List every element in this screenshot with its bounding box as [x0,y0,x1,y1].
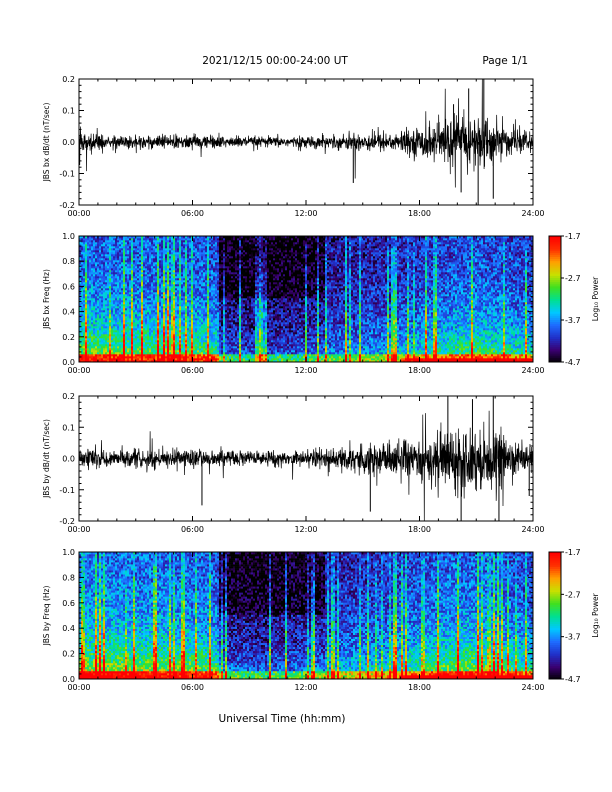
bx-colorbar: -1.7 -2.7 -3.7 -4.7 [549,232,581,367]
bx-dbdt-panel: 00:00 06:00 12:00 18:00 24:00 -0.2 -0.1 0.0 0.1 0… [42,75,545,218]
bx-dbdt-trace [79,79,533,205]
colorbar-tick-label: -3.7 [565,633,581,642]
y-tick-label: -0.2 [59,517,75,526]
x-tick-label: 18:00 [408,366,431,375]
y-tick-label: -0.1 [59,170,75,179]
x-tick-label: 00:00 [67,525,90,534]
colorbar-tick-label: -1.7 [565,232,581,241]
y-tick-label: 0.1 [62,423,75,432]
y-tick-label: 0.6 [62,282,75,291]
y-tick-label: 0.4 [62,308,75,317]
x-tick-label: 06:00 [181,525,204,534]
y-tick-label: 0.4 [62,624,75,633]
x-tick-label: 12:00 [294,366,317,375]
x-tick-label: 00:00 [67,209,90,218]
x-tick-label: 18:00 [408,525,431,534]
y-tick-label: 0.2 [62,333,75,342]
x-tick-label: 00:00 [67,683,90,692]
by-spectrogram-heatmap [79,552,533,679]
y-tick-label: 1.0 [62,232,75,241]
bx-freq-ylabel: JBS bx Freq (Hz) [42,269,51,330]
x-tick-label: 06:00 [181,209,204,218]
bx-dbdt-ylabel: JBS bx dB/dt (nT/sec) [42,103,51,183]
x-tick-label: 18:00 [408,683,431,692]
colorbar-tick-label: -4.7 [565,358,581,367]
x-axis-title: Universal Time (hh:mm) [219,713,346,725]
y-tick-label: 0.0 [62,675,75,684]
x-tick-label: 06:00 [181,366,204,375]
x-tick-label: 06:00 [181,683,204,692]
y-tick-label: 0.1 [62,107,75,116]
colorbar-tick-label: -2.7 [565,274,581,283]
by-spectrogram-panel: 00:00 06:00 12:00 18:00 24:00 0.0 0.2 0.4 0.6 0.8… [42,548,600,692]
x-tick-label: 00:00 [67,366,90,375]
colorbar-tick-label: -4.7 [565,675,581,684]
bx-spectrogram-panel: 00:00 06:00 12:00 18:00 24:00 0.0 0.2 0.4 0.6 0.8… [42,232,600,375]
x-tick-label: 24:00 [521,366,544,375]
y-tick-label: 0.0 [62,358,75,367]
y-tick-label: 0.8 [62,257,75,266]
y-tick-label: 0.2 [62,650,75,659]
colorbar-tick-label: -1.7 [565,548,581,557]
x-tick-label: 12:00 [294,209,317,218]
by-dbdt-trace [79,396,533,521]
by-freq-ylabel: JBS by Freq (Hz) [42,586,51,647]
dbdt-trace-line [79,411,533,521]
y-tick-label: 0.6 [62,599,75,608]
page-title: 2021/12/15 00:00-24:00 UT [202,55,348,67]
y-tick-label: 0.8 [62,573,75,582]
x-tick-label: 18:00 [408,209,431,218]
y-tick-label: -0.2 [59,201,75,210]
by-dbdt-panel: 00:00 06:00 12:00 18:00 24:00 -0.2 -0.1 0.0 0.1 0… [42,392,545,534]
y-tick-label: 0.0 [62,138,75,147]
dbdt-trace-line [79,79,533,187]
x-tick-label: 12:00 [294,683,317,692]
y-tick-label: 0.0 [62,455,75,464]
bx-colorbar-label: Log₁₀ Power [591,276,600,321]
y-tick-label: 1.0 [62,548,75,557]
bx-spectrogram-heatmap [79,236,533,362]
by-dbdt-ylabel: JBS by dB/dt (nT/sec) [42,419,51,499]
colorbar-tick-label: -2.7 [565,590,581,599]
y-tick-label: 0.2 [62,392,75,401]
y-tick-label: -0.1 [59,486,75,495]
x-tick-label: 24:00 [521,683,544,692]
page-number: Page 1/1 [482,55,528,67]
by-colorbar: -1.7 -2.7 -3.7 -4.7 [549,548,581,684]
by-colorbar-label: Log₁₀ Power [591,592,600,637]
x-tick-label: 12:00 [294,525,317,534]
y-tick-label: 0.2 [62,75,75,84]
colorbar-tick-label: -3.7 [565,316,581,325]
x-tick-label: 24:00 [521,525,544,534]
x-tick-label: 24:00 [521,209,544,218]
